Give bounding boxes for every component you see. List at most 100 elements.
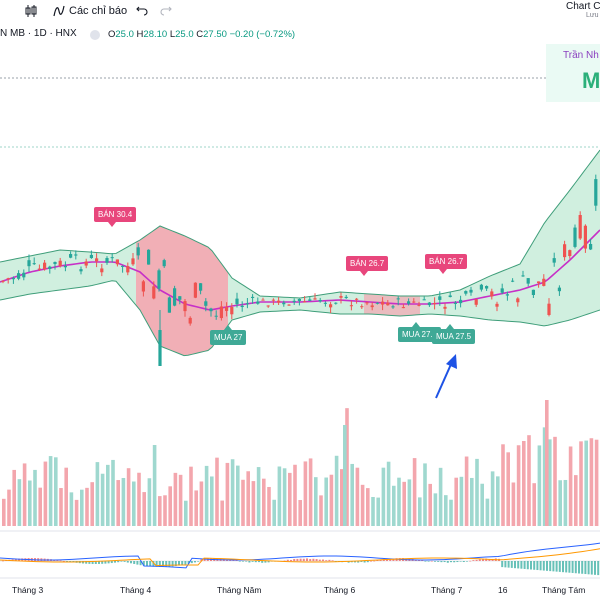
candle-body (167, 297, 171, 313)
candle-body (261, 299, 265, 301)
volume-bar (220, 500, 224, 526)
macd-histogram-bar (430, 560, 433, 562)
macd-histogram-bar (574, 561, 577, 574)
volume-bar (381, 467, 386, 526)
macd-histogram-bar (565, 561, 568, 573)
candle-body (349, 305, 353, 307)
volume-bar (80, 489, 84, 526)
volume-bar (204, 465, 209, 526)
candle-body (17, 273, 21, 279)
volume-bar (38, 487, 42, 526)
volume-bar (594, 439, 599, 526)
bollinger-lower-line (0, 280, 600, 357)
candle-body (438, 296, 442, 300)
macd-histogram-bar (370, 560, 372, 562)
volume-bar (256, 467, 261, 526)
candle-body (547, 303, 551, 315)
volume-bar (215, 457, 219, 526)
candle-body (433, 303, 437, 305)
macd-histogram-bar (85, 561, 88, 564)
macd-histogram-bar (536, 561, 539, 571)
macd-histogram-bar (133, 561, 136, 564)
macd-histogram-bar (130, 561, 132, 564)
top-toolbar: Các chỉ báo Chart Co Lưu (0, 0, 600, 22)
macd-histogram-bar (379, 560, 382, 561)
volume-bar (147, 478, 152, 526)
macd-histogram-bar (469, 560, 472, 562)
macd-histogram-bar (267, 561, 270, 563)
candle-body (141, 281, 145, 292)
candle-body (162, 260, 166, 267)
candle-body (511, 280, 515, 282)
candle-body (329, 304, 333, 308)
macd-histogram-bar (520, 561, 523, 569)
indicators-button[interactable]: Các chỉ báo (52, 3, 127, 19)
macd-histogram-bar (450, 561, 452, 563)
signal-sell-pointer (360, 271, 368, 276)
candle-body (422, 299, 426, 301)
candle-body (157, 270, 161, 289)
volume-bar (360, 484, 365, 526)
macd-histogram-bar (587, 561, 590, 575)
candle-body (292, 300, 296, 302)
volume-bar (189, 466, 193, 526)
candle-body (563, 244, 567, 258)
macd-histogram-bar (475, 559, 478, 561)
macd-histogram-bar (158, 561, 161, 567)
volume-bar (584, 440, 588, 526)
volume-bar (158, 496, 162, 526)
volume-bar (116, 480, 120, 526)
volume-bar (210, 476, 214, 526)
undo-button[interactable] (136, 3, 148, 19)
candle-body (464, 291, 468, 294)
signal-buy-label: MUA 27.5 (432, 329, 476, 344)
volume-bar (428, 483, 432, 526)
macd-histogram-bar (168, 561, 171, 567)
candle-body (6, 278, 10, 280)
volume-bar (54, 457, 58, 526)
volume-bar (454, 477, 458, 526)
candle-body (204, 301, 208, 306)
volume-bar (90, 482, 94, 526)
candle-body (53, 261, 57, 265)
macd-histogram-bar (478, 559, 481, 561)
volume-bar (17, 479, 22, 526)
close-value: 27.50 (203, 29, 227, 40)
volume-bar (126, 468, 131, 526)
high-value: 28.10 (143, 29, 168, 40)
chart-type-button[interactable] (24, 3, 38, 19)
candle-body (537, 281, 541, 284)
volume-bar (199, 481, 204, 526)
macd-histogram-bar (101, 561, 104, 564)
volume-bar (553, 436, 557, 526)
macd-histogram-bar (581, 561, 584, 574)
macd-histogram-bar (514, 561, 516, 569)
redo-button[interactable] (160, 3, 172, 19)
candle-body (219, 306, 223, 319)
volume-bar (516, 445, 521, 526)
volume-bar (33, 469, 37, 526)
macd-histogram-bar (488, 559, 491, 561)
candle-body (344, 296, 348, 298)
volume-bar (225, 462, 230, 526)
candle-body (11, 278, 15, 280)
macd-histogram-bar (504, 561, 507, 568)
macd-histogram-bar (578, 561, 580, 574)
volume-bar (74, 499, 79, 526)
volume-bar (324, 477, 328, 526)
band-alert-region (364, 293, 420, 316)
time-axis-label: Tháng Tám (542, 585, 586, 595)
candle-body (370, 305, 374, 308)
symbol-name[interactable]: N MB · 1D · HNX (0, 28, 77, 39)
candle-body (303, 301, 307, 303)
volume-bar (589, 438, 594, 526)
volume-bar (402, 481, 406, 526)
macd-histogram-bar (453, 561, 456, 563)
macd-histogram-bar (392, 559, 395, 561)
volume-bar (168, 486, 172, 526)
macd-histogram-bar (149, 561, 152, 567)
signal-sell-label: BÁN 30.4 (94, 207, 137, 222)
chart-corner-title[interactable]: Chart Co (566, 1, 600, 12)
compare-icon[interactable] (90, 30, 100, 40)
